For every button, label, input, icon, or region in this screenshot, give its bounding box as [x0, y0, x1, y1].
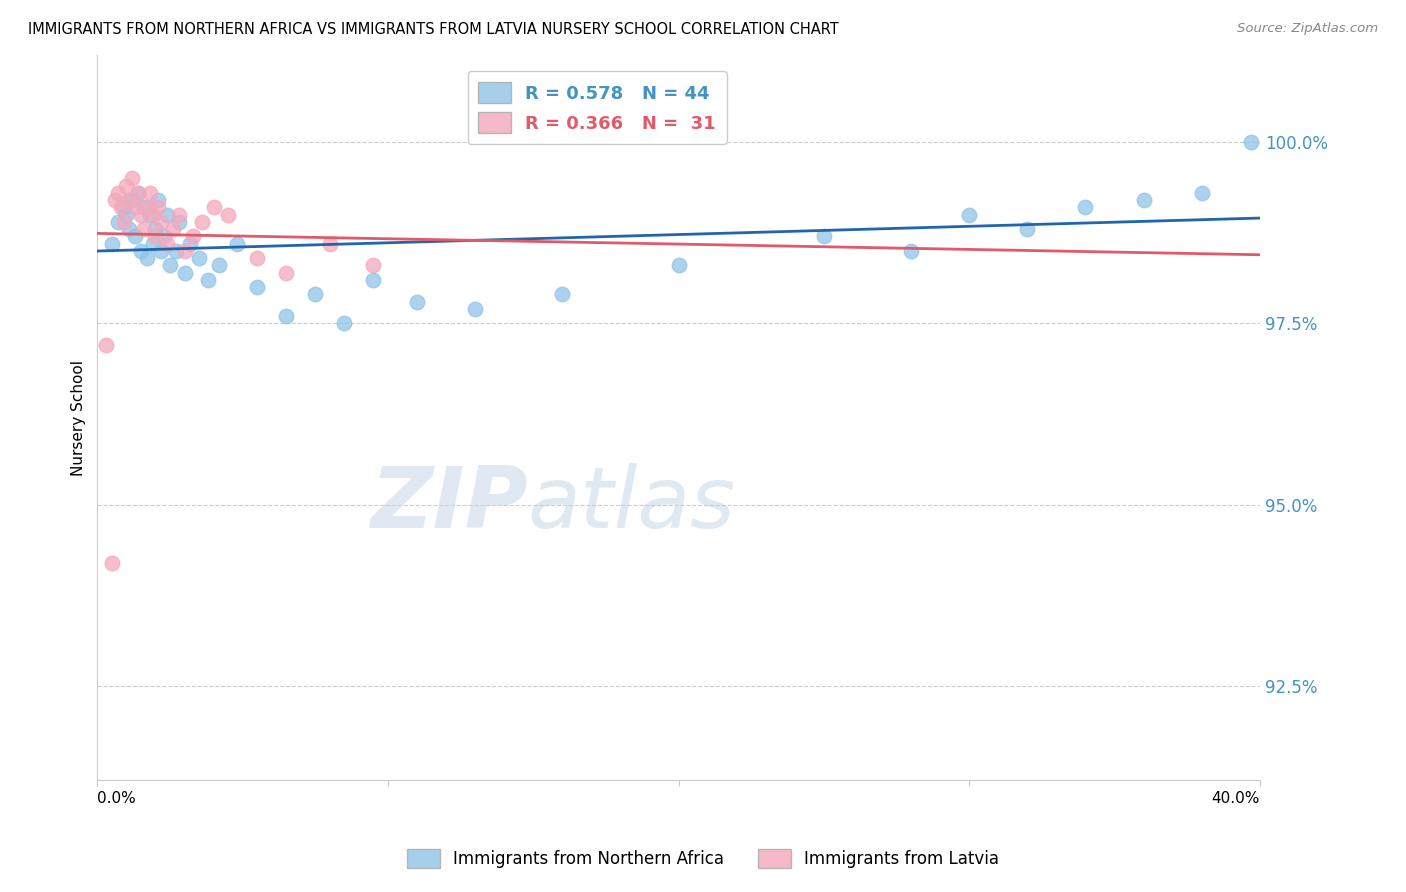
- Point: [406, 294, 429, 309]
- Point: [181, 229, 204, 244]
- Point: [173, 266, 195, 280]
- Point: [188, 251, 211, 265]
- Point: [148, 201, 170, 215]
- Point: [167, 208, 190, 222]
- Point: [145, 229, 167, 244]
- Point: [135, 251, 157, 265]
- Point: [101, 236, 124, 251]
- Point: [142, 236, 165, 251]
- Point: [217, 208, 239, 222]
- Point: [363, 259, 385, 273]
- Point: [551, 287, 574, 301]
- Point: [1074, 201, 1097, 215]
- Point: [145, 222, 167, 236]
- Point: [1240, 135, 1263, 149]
- Point: [150, 215, 173, 229]
- Point: [129, 208, 152, 222]
- Point: [304, 287, 326, 301]
- Point: [363, 273, 385, 287]
- Point: [112, 201, 135, 215]
- Point: [112, 215, 135, 229]
- Point: [153, 229, 176, 244]
- Point: [156, 236, 179, 251]
- Point: [333, 317, 356, 331]
- Point: [813, 229, 835, 244]
- Point: [1191, 186, 1213, 200]
- Point: [225, 236, 247, 251]
- Text: Source: ZipAtlas.com: Source: ZipAtlas.com: [1237, 22, 1378, 36]
- Point: [319, 236, 342, 251]
- Point: [110, 201, 132, 215]
- Text: atlas: atlas: [527, 463, 735, 546]
- Point: [668, 259, 690, 273]
- Point: [276, 266, 298, 280]
- Text: ZIP: ZIP: [370, 463, 527, 546]
- Point: [1132, 193, 1154, 207]
- Point: [121, 171, 143, 186]
- Point: [132, 222, 155, 236]
- Point: [124, 229, 146, 244]
- Point: [118, 193, 141, 207]
- Point: [138, 208, 160, 222]
- Point: [121, 193, 143, 207]
- Point: [138, 186, 160, 200]
- Point: [115, 208, 138, 222]
- Point: [135, 201, 157, 215]
- Point: [150, 244, 173, 258]
- Point: [246, 251, 269, 265]
- Point: [127, 186, 149, 200]
- Point: [132, 201, 155, 215]
- Point: [464, 301, 486, 316]
- Point: [94, 338, 117, 352]
- Point: [156, 208, 179, 222]
- Point: [148, 193, 170, 207]
- Point: [173, 244, 195, 258]
- Text: 0.0%: 0.0%: [97, 791, 136, 806]
- Point: [165, 244, 187, 258]
- Point: [202, 201, 225, 215]
- Point: [208, 259, 231, 273]
- Legend: R = 0.578   N = 44, R = 0.366   N =  31: R = 0.578 N = 44, R = 0.366 N = 31: [468, 71, 727, 144]
- Point: [115, 178, 138, 193]
- Y-axis label: Nursery School: Nursery School: [72, 359, 86, 475]
- Point: [142, 208, 165, 222]
- Point: [179, 236, 201, 251]
- Legend: Immigrants from Northern Africa, Immigrants from Latvia: Immigrants from Northern Africa, Immigra…: [399, 842, 1007, 875]
- Point: [900, 244, 922, 258]
- Point: [107, 186, 129, 200]
- Point: [129, 244, 152, 258]
- Point: [118, 222, 141, 236]
- Point: [1017, 222, 1039, 236]
- Point: [162, 222, 184, 236]
- Point: [107, 215, 129, 229]
- Point: [957, 208, 980, 222]
- Point: [191, 215, 214, 229]
- Point: [276, 309, 298, 323]
- Point: [167, 215, 190, 229]
- Point: [104, 193, 127, 207]
- Point: [124, 201, 146, 215]
- Point: [101, 556, 124, 570]
- Point: [127, 186, 149, 200]
- Point: [197, 273, 219, 287]
- Point: [246, 280, 269, 294]
- Point: [159, 259, 181, 273]
- Text: 40.0%: 40.0%: [1212, 791, 1260, 806]
- Text: IMMIGRANTS FROM NORTHERN AFRICA VS IMMIGRANTS FROM LATVIA NURSERY SCHOOL CORRELA: IMMIGRANTS FROM NORTHERN AFRICA VS IMMIG…: [28, 22, 839, 37]
